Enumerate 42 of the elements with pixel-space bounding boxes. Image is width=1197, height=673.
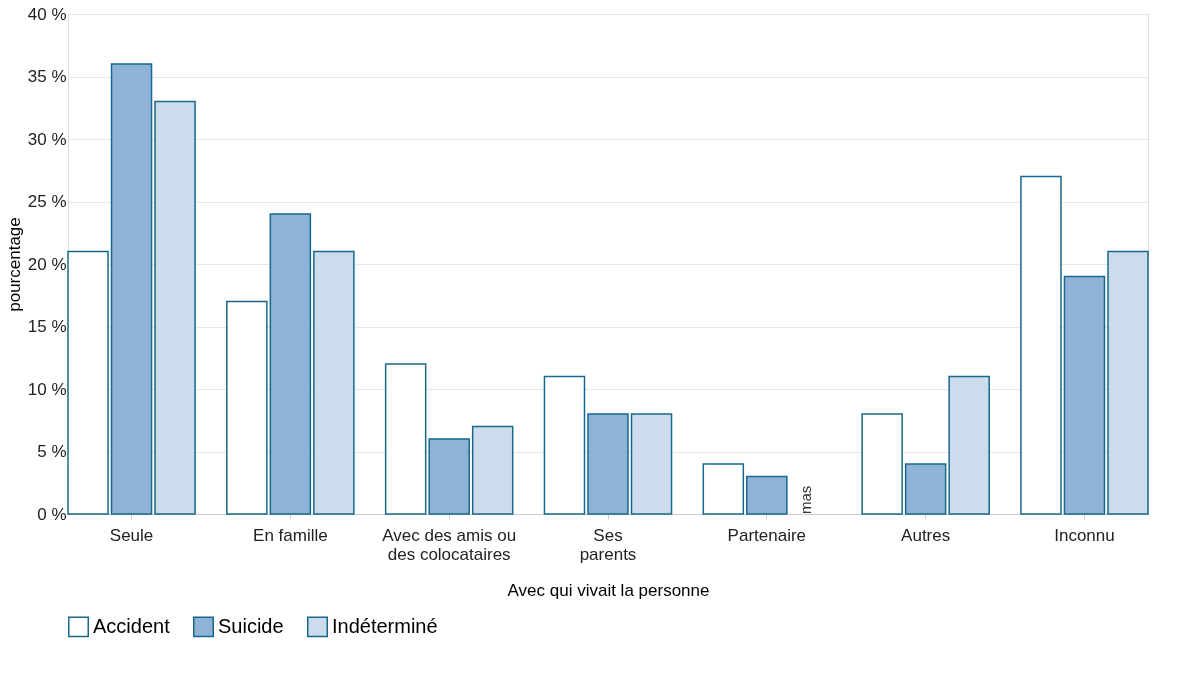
y-axis-title: pourcentage: [4, 217, 24, 312]
y-tick-label: 25 %: [27, 192, 67, 211]
x-tick-label: En famille: [253, 525, 328, 545]
y-tick-label: 20 %: [27, 254, 67, 274]
annotation: mas: [797, 485, 815, 514]
bar: [226, 300, 268, 515]
y-tick-label: 5 %: [37, 442, 67, 461]
x-axis-title: Avec qui vivait la personne: [507, 580, 710, 600]
x-tick-label: Autres: [901, 525, 951, 545]
bar: [904, 463, 947, 515]
legend-label: Indéterminé: [332, 614, 438, 637]
x-tick-label: Ses parents: [579, 525, 637, 564]
bar: [384, 363, 427, 515]
x-tick-label: Seule: [109, 525, 154, 545]
y-tick-label: 15 %: [27, 317, 67, 336]
bar: [746, 475, 788, 515]
bar: [313, 250, 355, 515]
bar: [861, 413, 903, 515]
bar: [269, 213, 312, 515]
bar: [630, 413, 673, 515]
bar: [471, 425, 514, 515]
x-tick-label: Avec des amis ou des colocataires: [382, 525, 517, 564]
bar: [110, 63, 153, 515]
bar: [702, 463, 745, 515]
x-tick-label: Inconnu: [1054, 525, 1115, 545]
x-tick-label: Partenaire: [727, 525, 807, 545]
bar: [1063, 275, 1106, 515]
bar: [948, 375, 990, 515]
bar: [1020, 175, 1062, 515]
bar: [1107, 250, 1149, 515]
y-tick-label: 30 %: [27, 129, 67, 149]
y-tick-label: 35 %: [27, 67, 67, 86]
y-tick-label: 40 %: [27, 4, 67, 24]
y-tick-label: 10 %: [27, 379, 67, 399]
bar: [67, 250, 109, 515]
bar: [543, 375, 586, 515]
y-tick-label: 0 %: [37, 504, 67, 524]
bar: [587, 413, 629, 515]
bar: [154, 100, 196, 515]
legend-label: Accident: [93, 614, 171, 637]
legend-label: Suicide: [218, 614, 284, 637]
bar: [428, 438, 470, 515]
